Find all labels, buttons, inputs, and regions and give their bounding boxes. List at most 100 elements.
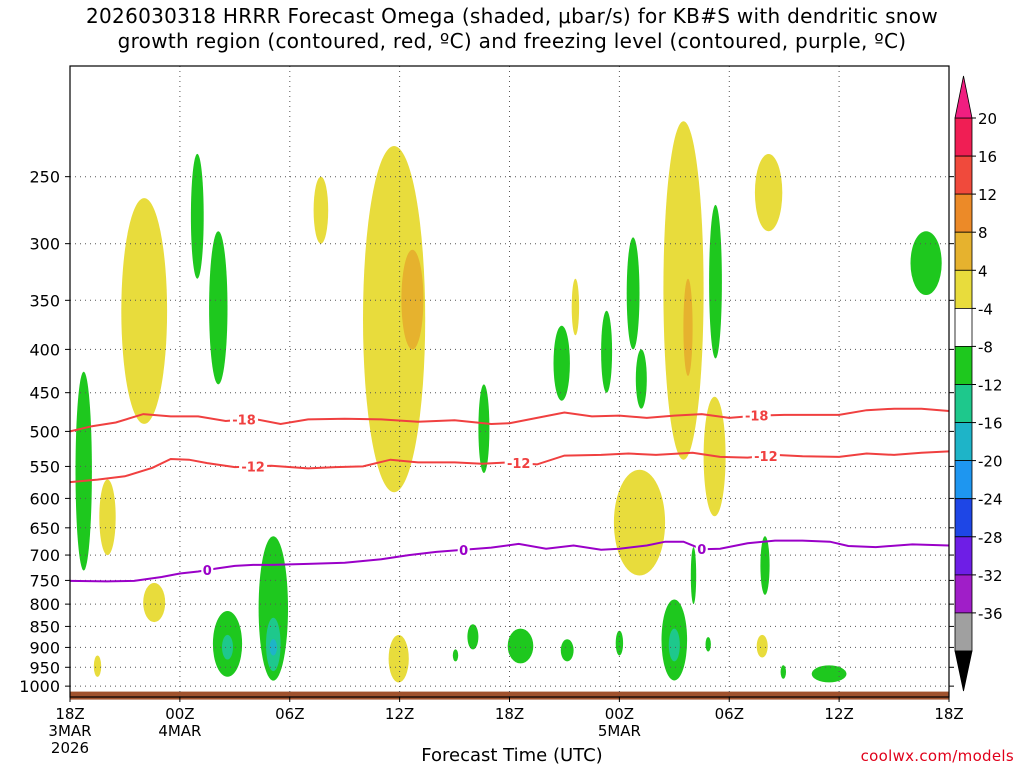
omega-region-sinking: [756, 634, 768, 658]
contour-layer: -18 -18 -12 -12 -12 0 0 0: [69, 407, 950, 583]
colorbar-label: -8: [978, 338, 993, 356]
colorbar-segment: [954, 345, 973, 385]
omega-region-rising: [780, 665, 786, 679]
y-tick-label: 250: [29, 168, 60, 187]
omega-region-sinking: [754, 154, 783, 232]
x-tick-label: 06Z: [715, 705, 744, 723]
title-line-2: growth region (contoured, red, ºC) and f…: [117, 29, 907, 53]
omega-region-sinking: [143, 582, 166, 623]
omega-region-sinking: [401, 249, 424, 350]
y-tick-label: 550: [29, 457, 60, 476]
omega-region-rising: [507, 628, 534, 664]
x-tick-label: 06Z: [275, 705, 304, 723]
colorbar-segment: [954, 498, 973, 538]
contour-label: -12: [241, 460, 265, 475]
ground-surface-band: [70, 691, 949, 700]
x-tick-label: 18Z: [495, 705, 524, 723]
x-tick-year-label: 2026: [51, 739, 89, 757]
y-tick-label: 750: [29, 571, 60, 590]
omega-region-rising: [705, 637, 711, 652]
contour-label-bg: [230, 412, 258, 427]
colorbar-label: 4: [978, 262, 988, 280]
omega-region-sinking: [99, 479, 116, 556]
y-tick-label: 300: [29, 235, 60, 254]
omega-region-sinking: [363, 146, 426, 493]
omega-region-rising: [269, 639, 277, 656]
omega-region-rising: [709, 204, 722, 359]
contour-line: [69, 407, 950, 433]
omega-region-rising: [626, 237, 640, 350]
contour-label: -12: [754, 450, 778, 465]
y-tick-label: 700: [29, 546, 60, 565]
title-line-1: 2026030318 HRRR Forecast Omega (shaded, …: [86, 4, 938, 28]
y-tick-label: 600: [29, 489, 60, 508]
contour-label-bg: [751, 448, 780, 463]
y-tick-label: 650: [29, 519, 60, 538]
omega-region-rising: [222, 634, 233, 660]
y-tick-label: 400: [29, 340, 60, 359]
omega-region-sinking: [388, 635, 409, 683]
colorbar-label: -12: [978, 377, 1003, 395]
omega-region-rising: [668, 628, 680, 662]
omega-region-rising: [452, 649, 459, 662]
omega-region-rising: [467, 624, 479, 650]
x-tick-label: 18Z: [934, 705, 963, 723]
y-tick-label: 350: [29, 291, 60, 310]
x-tick-label: 00Z: [605, 705, 634, 723]
omega-region-rising: [910, 231, 942, 295]
colorbar-segment: [954, 155, 973, 195]
x-tick-label: 12Z: [824, 705, 853, 723]
contour-label-bg: [504, 456, 533, 471]
omega-shading-layer: [75, 121, 942, 683]
x-tick-date-label: 5MAR: [598, 722, 641, 740]
omega-region-rising: [690, 547, 697, 605]
contour-label-bg: [742, 408, 771, 423]
contour-label: 0: [203, 564, 212, 579]
ground-layer: [70, 691, 949, 700]
omega-region-rising: [258, 536, 288, 681]
contour-label: -18: [745, 410, 769, 425]
colorbar-segment: [954, 193, 973, 233]
omega-region-rising: [560, 639, 574, 662]
omega-region-sinking: [313, 176, 329, 244]
x-tick-label: 12Z: [385, 705, 414, 723]
colorbar-label: 8: [978, 224, 988, 242]
colorbar-label: 16: [978, 148, 997, 166]
y-tick-label: 950: [29, 658, 60, 677]
contour-line: [69, 450, 950, 484]
colorbar-segment: [954, 460, 973, 500]
omega-region-rising: [811, 665, 847, 683]
colorbar-segment: [954, 231, 973, 271]
y-tick-label: 900: [29, 638, 60, 657]
x-tick-label: 00Z: [165, 705, 194, 723]
y-tick-label: 500: [29, 422, 60, 441]
omega-region-rising: [615, 630, 624, 656]
colorbar-segment: [954, 269, 973, 309]
colorbar-segment: [954, 307, 973, 347]
colorbar-segment: [954, 536, 973, 576]
contour-label-bg: [457, 542, 470, 557]
omega-region-sinking: [683, 278, 693, 376]
contour-label-bg: [695, 542, 708, 557]
colorbar-label: 20: [978, 110, 997, 128]
chart-title: 2026030318 HRRR Forecast Omega (shaded, …: [0, 4, 1024, 54]
grid-layer: [70, 66, 949, 697]
omega-region-rising: [635, 349, 647, 409]
colorbar-label: -16: [978, 415, 1003, 433]
colorbar-label: 12: [978, 186, 997, 204]
omega-region-rising: [209, 231, 228, 385]
y-tick-label: 450: [29, 384, 60, 403]
colorbar-label: -28: [978, 529, 1003, 547]
omega-region-sinking: [613, 469, 666, 576]
colorbar-label: -20: [978, 453, 1003, 471]
site-credit-link[interactable]: coolwx.com/models: [860, 747, 1014, 765]
colorbar-segment: [954, 384, 973, 423]
plot-frame-layer: [65, 65, 954, 702]
colorbar-top-arrow: [954, 75, 973, 119]
omega-region-rising: [190, 153, 204, 279]
colorbar: 20 16 12 8 4 -4 -8 -12 -16 -20 -24 -28 -32 -36: [954, 75, 1003, 692]
colorbar-label: -4: [978, 300, 993, 318]
axis-labels-layer: 250 300 350 400 450 500 550 600 650 700 750 800 850 9…: [19, 168, 963, 757]
x-tick-date-label: 3MAR: [48, 722, 91, 740]
